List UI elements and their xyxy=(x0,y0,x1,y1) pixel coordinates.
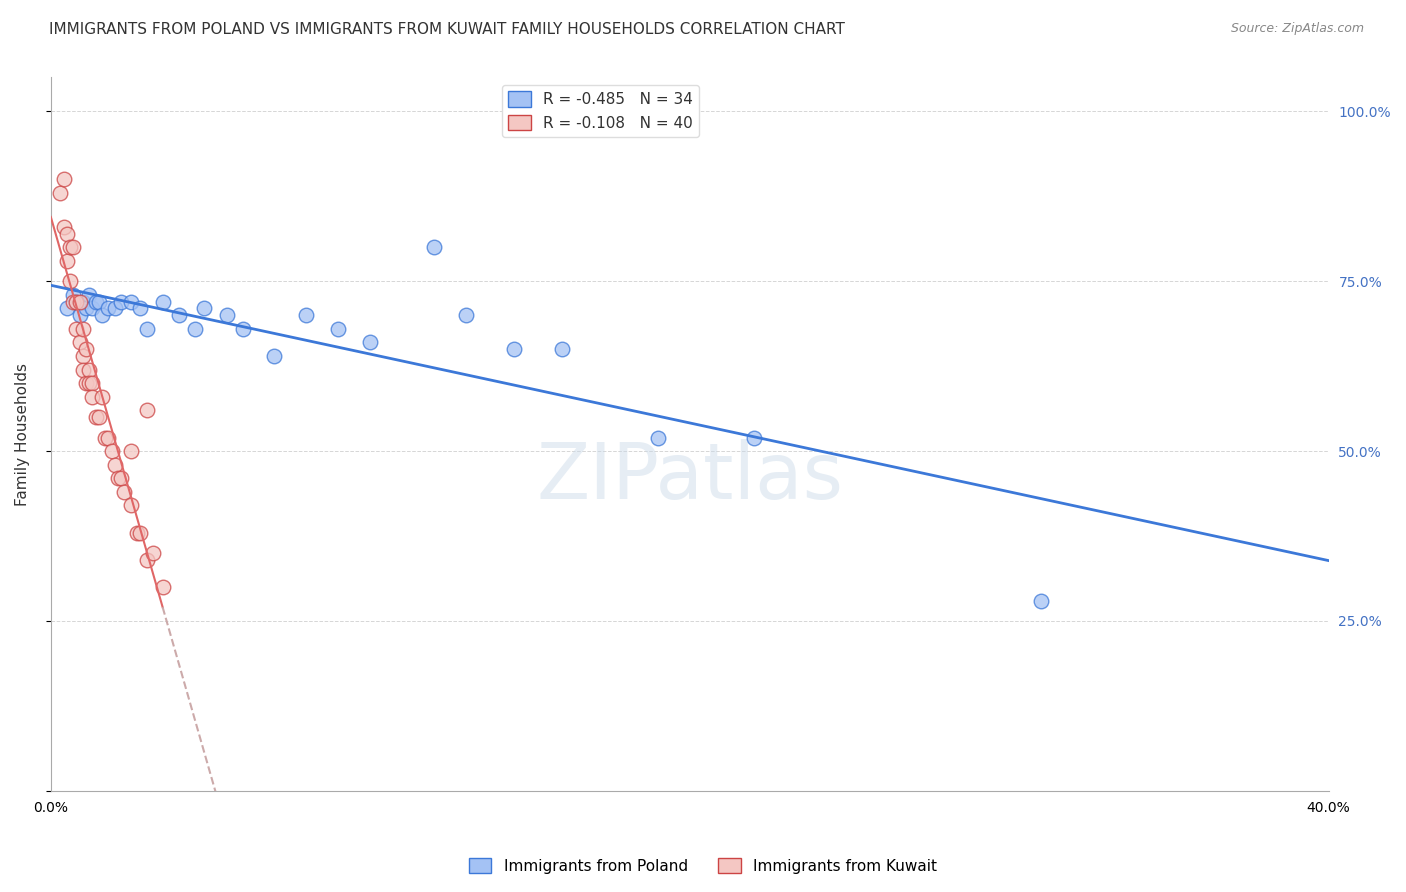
Point xyxy=(77,376,100,391)
Text: Source: ZipAtlas.com: Source: ZipAtlas.com xyxy=(1230,22,1364,36)
Point xyxy=(167,308,190,322)
Point xyxy=(328,322,350,336)
Text: ZIPatlas: ZIPatlas xyxy=(536,439,844,515)
Point xyxy=(120,499,142,513)
Point xyxy=(110,294,132,309)
Point xyxy=(129,301,152,316)
Point xyxy=(104,458,127,472)
Point xyxy=(152,580,174,594)
Point xyxy=(94,431,117,445)
Point xyxy=(359,335,381,350)
Point xyxy=(59,274,82,288)
Point xyxy=(152,294,174,309)
Point xyxy=(215,308,238,322)
Point xyxy=(84,410,107,425)
Point xyxy=(52,219,75,234)
Point xyxy=(72,362,94,376)
Point xyxy=(82,376,104,391)
Point xyxy=(97,301,120,316)
Point xyxy=(77,362,100,376)
Point xyxy=(82,301,104,316)
Point xyxy=(110,471,132,485)
Point xyxy=(231,322,253,336)
Point xyxy=(65,322,87,336)
Legend: R = -0.485   N = 34, R = -0.108   N = 40: R = -0.485 N = 34, R = -0.108 N = 40 xyxy=(502,85,699,136)
Point xyxy=(129,525,152,540)
Point xyxy=(72,349,94,363)
Point xyxy=(72,294,94,309)
Point xyxy=(77,288,100,302)
Point xyxy=(100,444,122,458)
Point xyxy=(56,227,79,241)
Point xyxy=(551,342,574,356)
Point xyxy=(263,349,285,363)
Point xyxy=(295,308,318,322)
Point xyxy=(647,431,669,445)
Point xyxy=(456,308,478,322)
Point xyxy=(183,322,205,336)
Point xyxy=(72,322,94,336)
Point xyxy=(135,322,157,336)
Point xyxy=(87,410,110,425)
Text: IMMIGRANTS FROM POLAND VS IMMIGRANTS FROM KUWAIT FAMILY HOUSEHOLDS CORRELATION C: IMMIGRANTS FROM POLAND VS IMMIGRANTS FRO… xyxy=(49,22,845,37)
Point xyxy=(120,294,142,309)
Point xyxy=(75,376,97,391)
Point xyxy=(742,431,765,445)
Point xyxy=(52,172,75,186)
Point xyxy=(135,553,157,567)
Point xyxy=(135,403,157,417)
Point xyxy=(142,546,165,560)
Y-axis label: Family Households: Family Households xyxy=(15,363,30,506)
Point xyxy=(75,301,97,316)
Point xyxy=(107,471,129,485)
Point xyxy=(87,294,110,309)
Point xyxy=(75,342,97,356)
Point xyxy=(127,525,149,540)
Point xyxy=(104,301,127,316)
Point xyxy=(69,308,91,322)
Point xyxy=(503,342,526,356)
Point xyxy=(59,240,82,254)
Point xyxy=(69,335,91,350)
Point xyxy=(62,240,84,254)
Point xyxy=(112,484,135,499)
Point xyxy=(69,294,91,309)
Point xyxy=(65,294,87,309)
Point xyxy=(423,240,446,254)
Point xyxy=(120,444,142,458)
Point xyxy=(62,294,84,309)
Point xyxy=(193,301,215,316)
Point xyxy=(65,294,87,309)
Point xyxy=(56,301,79,316)
Point xyxy=(62,288,84,302)
Point xyxy=(82,390,104,404)
Point xyxy=(97,431,120,445)
Point xyxy=(56,253,79,268)
Point xyxy=(49,186,72,200)
Point xyxy=(84,294,107,309)
Point xyxy=(91,390,114,404)
Legend: Immigrants from Poland, Immigrants from Kuwait: Immigrants from Poland, Immigrants from … xyxy=(463,852,943,880)
Point xyxy=(1031,593,1053,607)
Point xyxy=(91,308,114,322)
